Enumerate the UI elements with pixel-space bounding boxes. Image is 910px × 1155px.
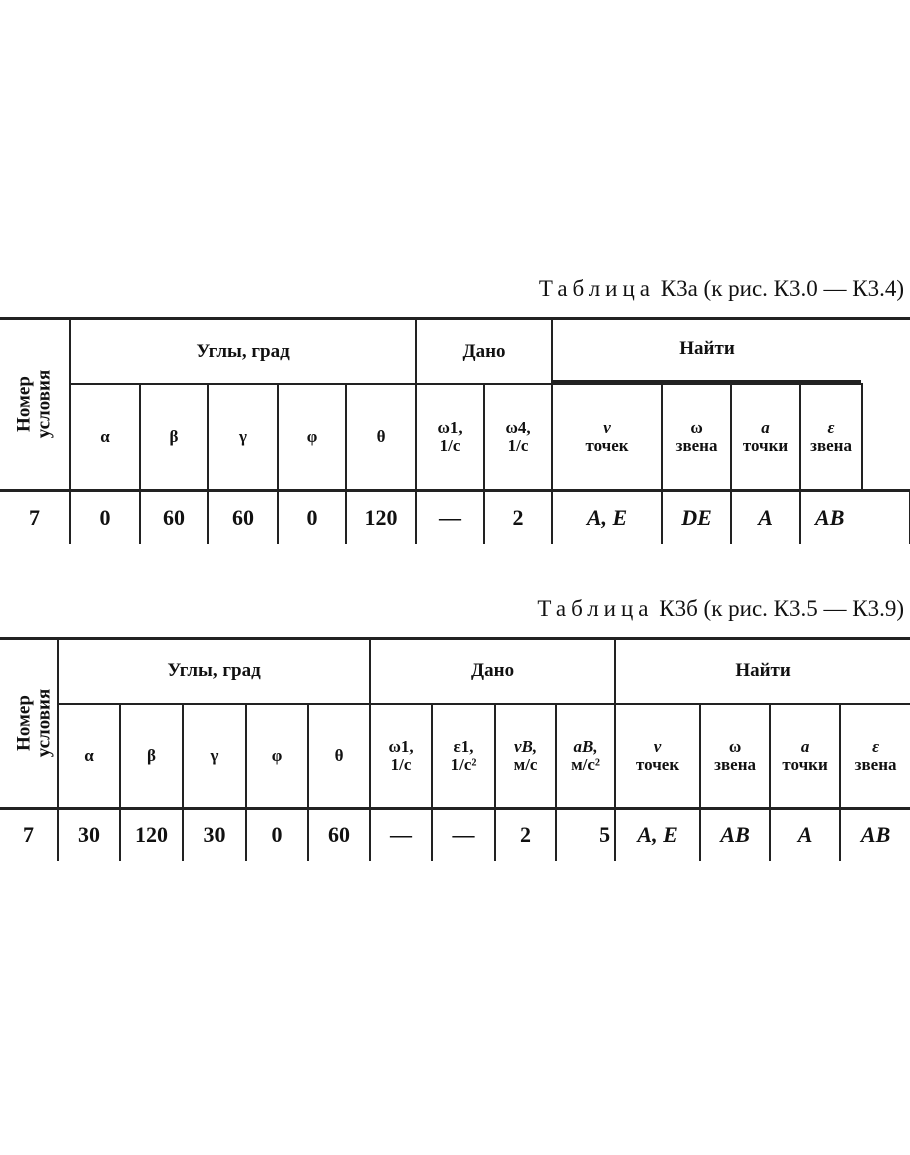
cell: 120	[344, 488, 418, 544]
title-word: Таблица	[537, 596, 654, 621]
cell: AB	[799, 488, 910, 544]
col-eps-link: ε звена	[799, 383, 864, 491]
cell: —	[431, 807, 497, 861]
col-alpha: α	[69, 383, 141, 491]
cell: A	[730, 488, 802, 544]
header-line: Номер	[13, 695, 35, 751]
blank-cell	[862, 384, 910, 491]
col-eps1: ε1, 1/c²	[431, 702, 497, 810]
group-find: Найти	[614, 637, 910, 705]
cell: A	[769, 807, 842, 861]
col-v-points: v точек	[551, 383, 664, 491]
row-number: 7	[0, 807, 59, 861]
header-line: условия	[33, 688, 55, 758]
col-omega1: ω1, 1/c	[415, 383, 486, 491]
table-row: 7 30 120 30 0 60 — — 2 5 A, E AB A AB	[0, 807, 910, 861]
col-theta: θ	[306, 702, 372, 810]
cell: 0	[69, 488, 141, 544]
cell: A, E	[614, 807, 702, 861]
col-beta: β	[139, 383, 209, 491]
col-eps-link: ε звена	[839, 702, 910, 810]
col-aB: aB, м/c²	[555, 702, 617, 810]
col-vB: vB, м/c	[494, 702, 558, 810]
cell: 0	[245, 807, 309, 861]
col-phi: φ	[245, 702, 309, 810]
cell: 30	[182, 807, 247, 861]
title-rest: К3а (к рис. К3.0 — К3.4)	[660, 276, 904, 301]
cell: 0	[277, 488, 347, 544]
cell: 2	[483, 488, 554, 544]
cell: 60	[207, 488, 279, 544]
cell: 5	[555, 807, 617, 861]
col-omega-link: ω звена	[699, 702, 772, 810]
cell: A, E	[551, 488, 664, 544]
table-b: Номер условия Углы, град Дано Найти α β γ…	[0, 637, 910, 861]
header-line: условия	[33, 369, 55, 439]
group-find: Найти	[551, 317, 910, 384]
cell: 60	[306, 807, 372, 861]
col-phi: φ	[277, 383, 347, 491]
table-b-title: Таблица К3б (к рис. К3.5 — К3.9)	[537, 596, 904, 622]
cell: AB	[699, 807, 772, 861]
col-gamma: γ	[182, 702, 247, 810]
title-rest: К3б (к рис. К3.5 — К3.9)	[659, 596, 904, 621]
cell: —	[415, 488, 486, 544]
cell: 120	[119, 807, 184, 861]
col-a-point: a точки	[730, 383, 802, 491]
cell: DE	[661, 488, 733, 544]
group-angles: Углы, град	[56, 637, 372, 705]
cell: 2	[494, 807, 558, 861]
col-a-point: a точки	[769, 702, 842, 810]
col-omega-link: ω звена	[661, 383, 733, 491]
col-omega1: ω1, 1/c	[369, 702, 434, 810]
header-line: Номер	[13, 375, 35, 432]
col-v-points: v точек	[614, 702, 702, 810]
group-angles: Углы, град	[68, 317, 418, 385]
cell: 30	[57, 807, 121, 861]
col-gamma: γ	[207, 383, 279, 491]
row-number: 7	[0, 488, 71, 544]
col-theta: θ	[344, 383, 418, 491]
table-a: Номер условия Углы, град Дано Найти α β γ…	[0, 317, 910, 544]
row-number-header: Номер условия	[0, 317, 71, 491]
group-given: Дано	[415, 317, 554, 385]
row-number-header: Номер условия	[0, 637, 59, 810]
title-word: Таблица	[538, 276, 655, 301]
cell: —	[369, 807, 434, 861]
cell: AB	[839, 807, 910, 861]
cell: 60	[139, 488, 209, 544]
col-alpha: α	[57, 702, 121, 810]
table-row: 7 0 60 60 0 120 — 2 A, E DE A AB	[0, 488, 910, 544]
col-beta: β	[119, 702, 184, 810]
group-given: Дано	[369, 637, 617, 705]
col-omega4: ω4, 1/c	[483, 383, 554, 491]
table-a-title: Таблица К3а (к рис. К3.0 — К3.4)	[539, 276, 904, 302]
